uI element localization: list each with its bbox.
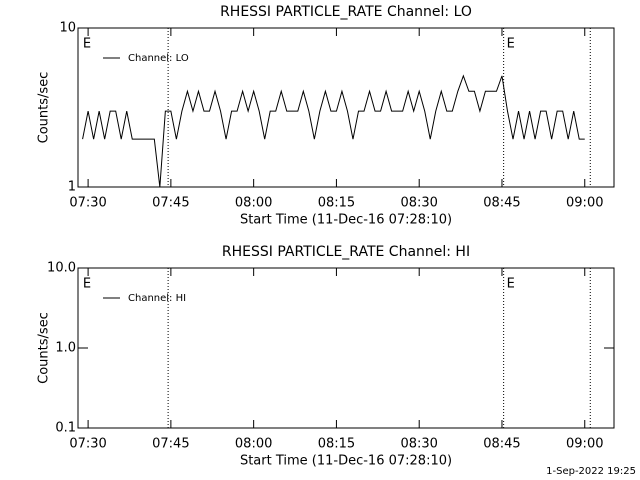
x-tick-label: 08:15 — [318, 437, 355, 452]
x-tick-label: 07:30 — [69, 196, 106, 211]
legend-label: Channel: HI — [128, 293, 186, 304]
annotation: E — [83, 37, 91, 52]
x-tick-label: 09:00 — [566, 196, 603, 211]
y-tick-label: 1.0 — [55, 341, 76, 356]
y-tick-label: 10.0 — [47, 261, 76, 276]
x-tick-label: 08:30 — [400, 437, 437, 452]
annotation: E — [83, 277, 91, 292]
chart-title: RHESSI PARTICLE_RATE Channel: LO — [220, 4, 472, 20]
annotation: E — [507, 37, 515, 52]
x-tick-label: 08:00 — [235, 437, 272, 452]
x-tick-label: 07:45 — [152, 196, 189, 211]
x-tick-label: 08:45 — [483, 196, 520, 211]
x-tick-label: 08:30 — [400, 196, 437, 211]
y-tick-label: 1 — [68, 180, 76, 195]
y-tick-label: 10 — [59, 21, 76, 36]
chart-title: RHESSI PARTICLE_RATE Channel: HI — [222, 244, 470, 260]
x-tick-label: 08:00 — [235, 196, 272, 211]
annotation: E — [507, 277, 515, 292]
x-tick-label: 08:45 — [483, 437, 520, 452]
plot-frame — [77, 27, 615, 188]
x-tick-label: 07:45 — [152, 437, 189, 452]
data-line — [82, 74, 585, 188]
x-tick-label: 07:30 — [69, 437, 106, 452]
x-axis-label: Start Time (11-Dec-16 07:28:10) — [240, 454, 452, 469]
x-tick-label: 08:15 — [318, 196, 355, 211]
x-tick-label: 09:00 — [566, 437, 603, 452]
y-tick-label: 0.1 — [55, 421, 76, 436]
x-axis-label: Start Time (11-Dec-16 07:28:10) — [240, 213, 452, 228]
y-axis-label: Counts/sec — [37, 312, 52, 384]
y-axis-label: Counts/sec — [37, 72, 52, 144]
footer: 1-Sep-2022 19:25 — [546, 466, 636, 477]
legend-label: Channel: LO — [128, 53, 189, 64]
